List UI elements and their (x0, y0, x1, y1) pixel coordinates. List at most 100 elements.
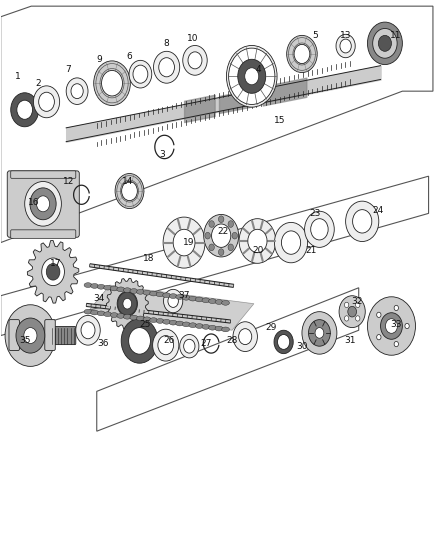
Circle shape (367, 22, 403, 64)
Ellipse shape (176, 295, 184, 300)
Circle shape (121, 319, 158, 363)
Ellipse shape (195, 297, 203, 302)
Circle shape (94, 61, 131, 106)
Circle shape (168, 295, 178, 308)
Circle shape (102, 70, 123, 96)
Circle shape (81, 322, 95, 339)
Ellipse shape (91, 284, 99, 288)
Polygon shape (88, 285, 254, 330)
Circle shape (159, 58, 174, 77)
Circle shape (66, 78, 88, 104)
Circle shape (153, 51, 180, 83)
Circle shape (238, 59, 266, 93)
Circle shape (394, 305, 399, 311)
Ellipse shape (91, 310, 99, 315)
Circle shape (311, 219, 328, 240)
Circle shape (129, 60, 152, 88)
Circle shape (173, 229, 195, 256)
Ellipse shape (222, 301, 230, 305)
Ellipse shape (143, 317, 151, 321)
Ellipse shape (150, 291, 157, 296)
Text: 35: 35 (19, 336, 31, 345)
Circle shape (233, 322, 258, 351)
Ellipse shape (202, 325, 210, 329)
Ellipse shape (162, 293, 170, 297)
Circle shape (24, 328, 37, 344)
Ellipse shape (124, 288, 131, 293)
Circle shape (353, 209, 372, 233)
Circle shape (117, 292, 138, 316)
Text: 29: 29 (266, 323, 277, 332)
Circle shape (228, 47, 276, 106)
Circle shape (71, 84, 83, 99)
Ellipse shape (156, 319, 164, 324)
Text: 3: 3 (159, 150, 165, 159)
Circle shape (25, 182, 61, 226)
Circle shape (367, 297, 416, 355)
Circle shape (232, 232, 237, 239)
Ellipse shape (215, 300, 223, 304)
Circle shape (339, 296, 365, 328)
Circle shape (377, 335, 381, 340)
Circle shape (245, 68, 259, 85)
Circle shape (248, 229, 267, 253)
Circle shape (302, 312, 337, 354)
Circle shape (184, 340, 195, 353)
Text: 22: 22 (218, 228, 229, 237)
Text: 28: 28 (226, 336, 238, 345)
Text: 25: 25 (139, 320, 151, 329)
Text: 11: 11 (390, 31, 402, 40)
Ellipse shape (150, 318, 157, 322)
Circle shape (228, 244, 233, 251)
Text: 26: 26 (163, 336, 174, 345)
Circle shape (180, 335, 199, 358)
Circle shape (183, 45, 207, 75)
Ellipse shape (169, 320, 177, 325)
Text: 7: 7 (66, 66, 71, 75)
Circle shape (46, 263, 60, 280)
Polygon shape (106, 278, 148, 329)
Text: 31: 31 (344, 336, 356, 345)
Circle shape (115, 174, 144, 208)
Text: 30: 30 (296, 342, 308, 351)
Circle shape (188, 52, 202, 69)
Circle shape (336, 34, 355, 58)
Ellipse shape (117, 287, 125, 292)
Text: 27: 27 (200, 339, 212, 348)
Ellipse shape (104, 312, 112, 317)
Ellipse shape (215, 326, 223, 331)
Circle shape (356, 302, 360, 308)
Text: 23: 23 (309, 209, 321, 218)
Ellipse shape (97, 311, 105, 316)
Ellipse shape (202, 298, 210, 303)
Ellipse shape (130, 315, 138, 320)
Ellipse shape (189, 323, 197, 328)
FancyBboxPatch shape (11, 230, 76, 238)
Ellipse shape (222, 327, 230, 332)
Circle shape (239, 329, 252, 345)
Text: 37: 37 (178, 291, 190, 300)
Ellipse shape (208, 299, 216, 304)
Circle shape (287, 35, 317, 72)
Circle shape (30, 188, 56, 220)
Ellipse shape (137, 316, 145, 321)
Circle shape (394, 342, 399, 346)
Text: 12: 12 (63, 177, 74, 186)
Circle shape (11, 93, 39, 127)
Circle shape (212, 224, 231, 247)
FancyBboxPatch shape (7, 171, 79, 237)
Circle shape (278, 335, 290, 350)
Text: 36: 36 (98, 339, 109, 348)
Circle shape (340, 39, 351, 53)
Circle shape (344, 316, 349, 321)
Circle shape (405, 324, 409, 329)
FancyBboxPatch shape (50, 327, 76, 345)
Circle shape (226, 45, 277, 107)
Circle shape (209, 221, 214, 228)
Circle shape (122, 182, 138, 200)
Circle shape (385, 319, 397, 333)
Circle shape (152, 329, 179, 361)
Ellipse shape (84, 309, 92, 314)
Circle shape (282, 231, 300, 254)
Text: 1: 1 (15, 72, 21, 81)
